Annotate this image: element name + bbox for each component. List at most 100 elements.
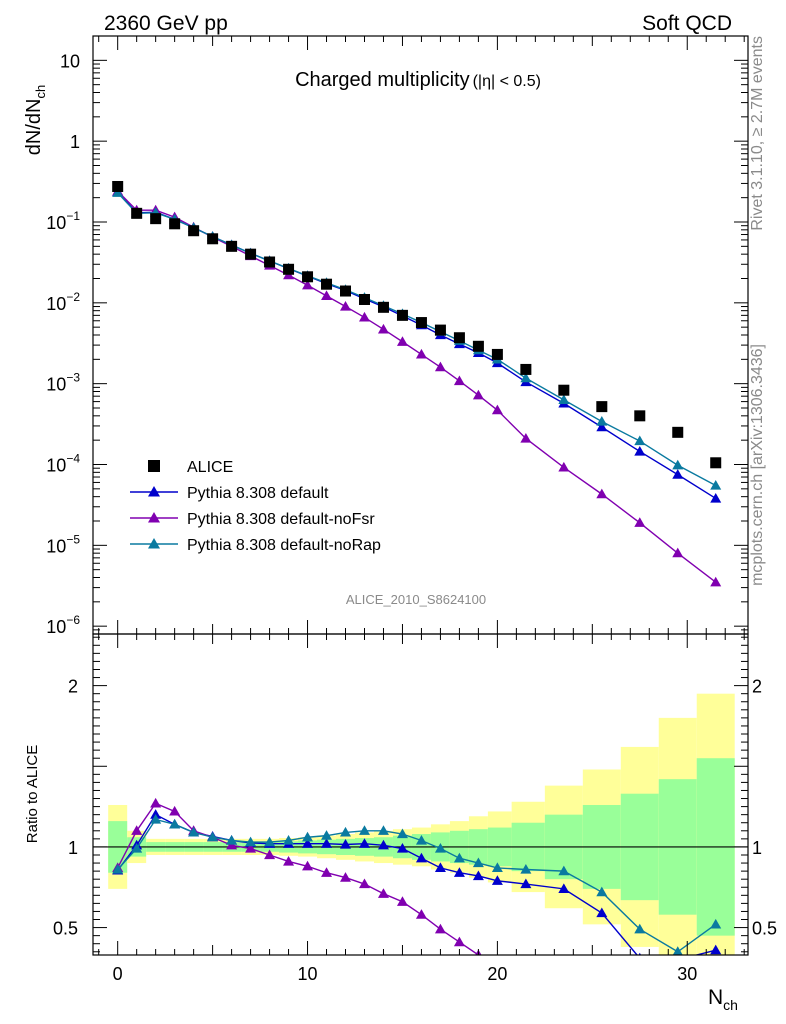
y-tick-label: 10−2 xyxy=(46,290,80,314)
data-point xyxy=(131,207,143,219)
data-point xyxy=(558,384,570,396)
ratio-point xyxy=(321,838,333,848)
ratio-point xyxy=(396,828,408,839)
analysis-id: ALICE_2010_S8624100 xyxy=(346,592,486,607)
ratio-point xyxy=(150,809,162,819)
ratio-point xyxy=(226,839,238,850)
data-point xyxy=(396,309,408,321)
ratio-point xyxy=(188,826,200,837)
ratio-point xyxy=(131,843,143,853)
legend-marker-square xyxy=(148,460,160,472)
ratio-point xyxy=(207,831,219,842)
ratio-point xyxy=(321,867,333,877)
series-point xyxy=(358,311,370,322)
series-point xyxy=(710,492,722,503)
legend-label: Pythia 8.308 default xyxy=(187,485,329,502)
y-tick-label: 10−5 xyxy=(46,532,80,556)
series-point xyxy=(634,517,646,527)
ratio-point xyxy=(472,857,484,868)
data-point xyxy=(150,213,162,225)
ratio-frame xyxy=(92,633,749,956)
legend-marker-triangle xyxy=(148,486,160,497)
data-point xyxy=(491,348,503,360)
ratio-y-tick-label-right: 0.5 xyxy=(752,919,777,939)
series-point xyxy=(453,375,465,386)
legend: ALICE Pythia 8.308 default Pythia 8.308 de… xyxy=(130,459,381,554)
series-point xyxy=(415,348,427,359)
ratio-point xyxy=(321,830,333,840)
y-tick-label: 1 xyxy=(70,132,80,152)
data-point xyxy=(207,233,219,245)
series-point xyxy=(321,290,333,300)
mcplots-label: mcplots.cern.ch [arXiv:1306.3436] xyxy=(749,344,766,586)
data-point xyxy=(596,401,608,413)
series-point xyxy=(596,416,608,426)
series-point xyxy=(434,361,446,372)
ratio-point xyxy=(677,954,679,955)
ratio-y-tick-label: 0.5 xyxy=(53,919,78,939)
series-point xyxy=(672,547,684,558)
ratio-point xyxy=(672,990,683,1000)
legend-item: ALICE xyxy=(148,459,233,476)
ratio-point xyxy=(415,852,427,863)
y-tick-label: 10−3 xyxy=(46,371,80,395)
ratio-point xyxy=(434,843,446,853)
main-ylabel: dN/dNch xyxy=(23,85,48,155)
ratio-point xyxy=(596,907,608,918)
data-point xyxy=(264,256,276,268)
data-point xyxy=(472,340,484,352)
ratio-point xyxy=(472,870,484,881)
chart-title: Charged multiplicity (|η| < 0.5) xyxy=(295,69,541,91)
series-point xyxy=(558,394,570,405)
ratio-point xyxy=(264,836,276,847)
ratio-point xyxy=(377,839,389,850)
rivet-label: Rivet 3.1.10, ≥ 2.7M events xyxy=(749,36,766,231)
ratio-point xyxy=(340,872,352,882)
ratio-point xyxy=(558,865,570,876)
ratio-point xyxy=(434,862,446,873)
data-point xyxy=(415,317,427,329)
ratio-point xyxy=(491,862,503,873)
series-point xyxy=(710,479,722,490)
series-point xyxy=(491,404,503,415)
y-tick-label: 10−1 xyxy=(46,209,80,233)
ratio-point xyxy=(226,834,238,845)
ratio-point xyxy=(358,838,370,848)
ratio-point xyxy=(453,867,465,877)
data-point xyxy=(302,271,314,283)
series-point xyxy=(302,279,314,290)
legend-item: Pythia 8.308 default-noFsr xyxy=(130,511,375,528)
x-tick-label: 30 xyxy=(677,964,697,984)
ratio-point xyxy=(596,983,607,993)
ratio-point xyxy=(396,843,408,853)
data-point xyxy=(321,278,333,290)
ratio-y-tick-label: 2 xyxy=(68,677,78,697)
ratio-point xyxy=(340,826,352,837)
data-point xyxy=(226,240,238,252)
data-point xyxy=(434,324,446,336)
series-point xyxy=(596,488,608,499)
series-point xyxy=(472,389,484,400)
series-point xyxy=(634,435,646,446)
x-tick-label: 10 xyxy=(298,964,318,984)
legend-item: Pythia 8.308 default xyxy=(130,485,329,502)
ratio-point xyxy=(150,797,162,808)
ratio-point xyxy=(302,831,314,842)
ratio-panel xyxy=(93,693,748,1000)
data-point xyxy=(169,218,181,230)
ratio-point xyxy=(415,909,427,919)
data-point xyxy=(188,225,200,237)
series-point xyxy=(558,461,570,472)
ratio-point xyxy=(377,888,389,898)
legend-label: ALICE xyxy=(187,459,233,476)
ratio-point xyxy=(112,864,124,874)
ratio-point xyxy=(520,864,532,874)
ratio-point xyxy=(434,923,446,934)
x-axis-label: Nch xyxy=(708,986,738,1013)
data-point xyxy=(672,426,684,438)
ratio-point xyxy=(710,944,722,955)
y-tick-label: 10−6 xyxy=(46,613,80,637)
main-panel xyxy=(112,180,722,587)
ratio-point xyxy=(302,838,314,848)
